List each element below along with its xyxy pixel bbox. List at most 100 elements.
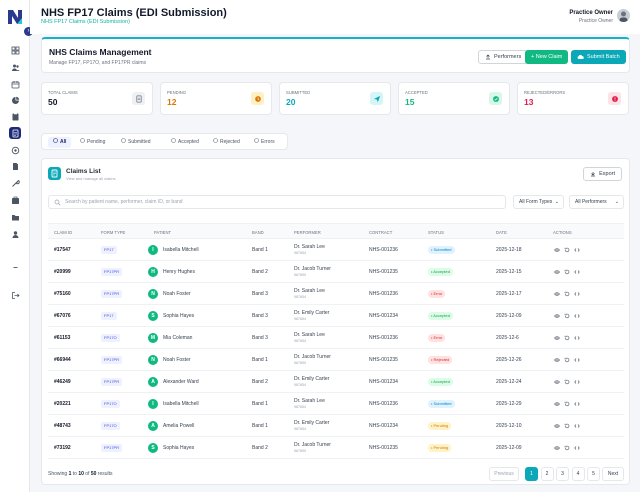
search-input[interactable]: Search by patient name, performer, claim… xyxy=(48,195,506,209)
performer-select[interactable]: All Performers ⌄ xyxy=(569,195,624,209)
submit-batch-button[interactable]: Submit Batch xyxy=(571,50,626,64)
table-row[interactable]: #67076 FP17 S Sophia Hayes Band 3 Dr. Emily C… xyxy=(48,305,624,327)
history-icon[interactable] xyxy=(564,423,570,429)
history-icon[interactable] xyxy=(564,335,570,341)
history-icon[interactable] xyxy=(564,357,570,363)
page-2-button[interactable]: 2 xyxy=(540,467,554,481)
sidebar-grid-icon[interactable] xyxy=(7,43,23,57)
claim-id[interactable]: #48743 xyxy=(54,423,71,429)
sidebar-folder-icon[interactable] xyxy=(7,210,23,224)
history-icon[interactable] xyxy=(564,445,570,451)
send-icon xyxy=(121,137,126,148)
claim-id[interactable]: #73192 xyxy=(54,445,71,451)
stat-value: 12 xyxy=(167,97,177,107)
column-header: CLAIM ID xyxy=(54,230,73,235)
form-type-select[interactable]: All Form Types ⌄ xyxy=(513,195,564,209)
collapse-sidebar-icon[interactable]: › xyxy=(24,27,33,36)
history-icon[interactable] xyxy=(564,401,570,407)
history-icon[interactable] xyxy=(564,247,570,253)
tab-accepted[interactable]: Accepted xyxy=(166,137,204,148)
sidebar-settings-icon[interactable] xyxy=(7,143,23,157)
section-subtitle: Manage FP17, FP17O, and FP17PR claims xyxy=(49,60,146,66)
stat-value: 13 xyxy=(524,97,534,107)
tab-all[interactable]: All xyxy=(48,137,72,148)
view-icon[interactable] xyxy=(554,335,560,341)
tab-errors[interactable]: Errors xyxy=(249,137,280,148)
tab-submitted[interactable]: Submitted xyxy=(116,137,156,148)
table-row[interactable]: #46249 FP17PR A Alexander Ward Band 2 Dr. Emi… xyxy=(48,371,624,393)
code-icon[interactable] xyxy=(574,401,580,407)
view-icon[interactable] xyxy=(554,313,560,319)
code-icon[interactable] xyxy=(574,269,580,275)
sidebar-logout-icon[interactable] xyxy=(7,288,23,302)
sidebar-clipboard-icon[interactable] xyxy=(7,109,23,123)
table-row[interactable]: #73192 FP17PR S Sophia Hayes Band 2 Dr. Jacob… xyxy=(48,437,624,459)
view-icon[interactable] xyxy=(554,247,560,253)
sidebar-minus-icon[interactable] xyxy=(7,260,23,274)
page-4-button[interactable]: 4 xyxy=(571,467,585,481)
page-3-button[interactable]: 3 xyxy=(556,467,569,481)
sidebar-document-icon[interactable] xyxy=(9,127,21,139)
code-icon[interactable] xyxy=(574,445,580,451)
code-icon[interactable] xyxy=(574,357,580,363)
history-icon[interactable] xyxy=(564,291,570,297)
export-button[interactable]: Export xyxy=(583,167,622,181)
claim-id[interactable]: #66944 xyxy=(54,357,71,363)
code-icon[interactable] xyxy=(574,291,580,297)
page-1-button[interactable]: 1 xyxy=(525,467,538,481)
view-icon[interactable] xyxy=(554,379,560,385)
view-icon[interactable] xyxy=(554,401,560,407)
sidebar-file-icon[interactable] xyxy=(7,159,23,173)
patient-avatar: A xyxy=(148,377,158,387)
history-icon[interactable] xyxy=(564,313,570,319)
code-icon[interactable] xyxy=(574,335,580,341)
table-row[interactable]: #20999 FP17PR H Henry Hughes Band 2 Dr. Jacob… xyxy=(48,261,624,283)
table-row[interactable]: #20221 FP17O I Isabella Mitchell Band 1 Dr. S… xyxy=(48,393,624,415)
table-row[interactable]: #75160 FP17PR N Noah Foster Band 3 Dr. Sarah … xyxy=(48,283,624,305)
code-icon[interactable] xyxy=(574,313,580,319)
page-5-button[interactable]: 5 xyxy=(587,467,600,481)
claim-id[interactable]: #20999 xyxy=(54,269,71,275)
claim-id[interactable]: #67076 xyxy=(54,313,71,319)
view-icon[interactable] xyxy=(554,291,560,297)
view-icon[interactable] xyxy=(554,445,560,451)
form-type-badge: FP17O xyxy=(101,422,120,430)
claim-id[interactable]: #17547 xyxy=(54,247,71,253)
patient-avatar: I xyxy=(148,399,158,409)
claim-id[interactable]: #46249 xyxy=(54,379,71,385)
claim-id[interactable]: #61153 xyxy=(54,335,71,341)
table-row[interactable]: #61153 FP17O M Mia Coleman Band 3 Dr. Sarah L… xyxy=(48,327,624,349)
avatar[interactable] xyxy=(617,9,630,22)
tab-rejected[interactable]: Rejected xyxy=(208,137,245,148)
tab-pending[interactable]: Pending xyxy=(75,137,110,148)
column-header: STATUS xyxy=(428,230,444,235)
status-label: Accepted xyxy=(433,269,450,274)
code-icon[interactable] xyxy=(574,423,580,429)
sidebar-box-icon[interactable] xyxy=(7,193,23,207)
view-icon[interactable] xyxy=(554,423,560,429)
sidebar-user-icon[interactable] xyxy=(7,227,23,241)
performers-button[interactable]: Performers xyxy=(478,50,529,64)
next-page-button[interactable]: Next xyxy=(602,467,624,481)
new-claim-button[interactable]: + New Claim xyxy=(525,50,569,64)
sidebar-calendar-icon[interactable] xyxy=(7,77,23,91)
history-icon[interactable] xyxy=(564,269,570,275)
code-icon[interactable] xyxy=(574,379,580,385)
table-row[interactable]: #17547 FP17 I Isabella Mitchell Band 1 Dr. Sa… xyxy=(48,239,624,261)
view-icon[interactable] xyxy=(554,357,560,363)
code-icon[interactable] xyxy=(574,247,580,253)
previous-page-button[interactable]: Previous xyxy=(489,467,519,481)
user-name[interactable]: Practice Owner xyxy=(569,10,613,16)
claim-id[interactable]: #75160 xyxy=(54,291,71,297)
new-claim-label: + New Claim xyxy=(531,54,563,60)
sidebar-pie-chart-icon[interactable] xyxy=(7,93,23,107)
view-icon[interactable] xyxy=(554,269,560,275)
document-icon xyxy=(132,92,145,105)
sidebar-wrench-icon[interactable] xyxy=(7,176,23,190)
minus-icon xyxy=(13,266,17,268)
table-row[interactable]: #48743 FP17O A Amelia Powell Band 1 Dr. Emily… xyxy=(48,415,624,437)
history-icon[interactable] xyxy=(564,379,570,385)
sidebar-users-icon[interactable] xyxy=(7,60,23,74)
claim-id[interactable]: #20221 xyxy=(54,401,71,407)
table-row[interactable]: #66944 FP17PR N Noah Foster Band 1 Dr. Jacob … xyxy=(48,349,624,371)
